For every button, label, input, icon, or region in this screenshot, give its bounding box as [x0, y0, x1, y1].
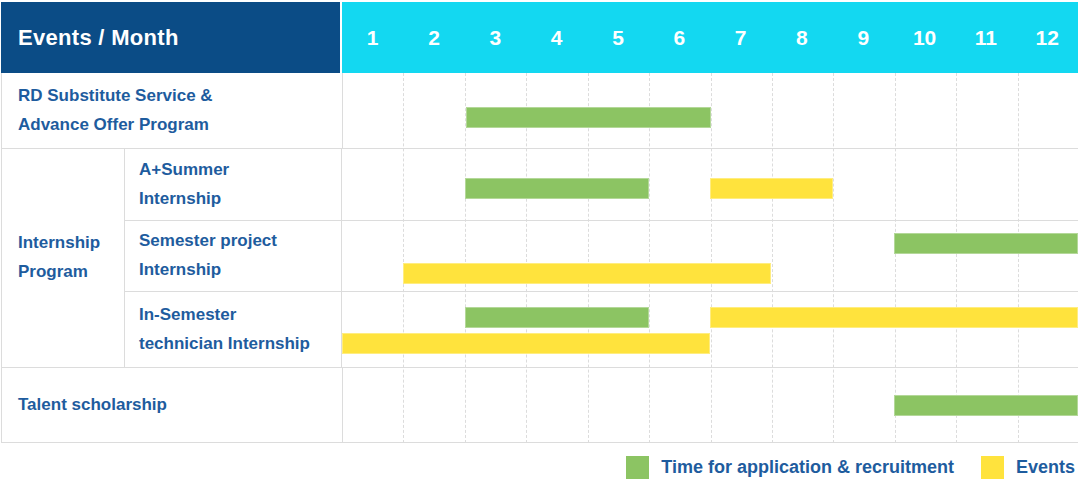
legend-item-recruitment: Time for application & recruitment — [626, 456, 954, 479]
gantt-table: Events / Month 123456789101112 RD Substi… — [1, 2, 1078, 443]
group-label: Internship Program — [2, 149, 125, 368]
row-label: Semester project Internship — [125, 221, 342, 291]
month-label: 1 — [342, 2, 403, 73]
gantt-bar — [894, 395, 1078, 416]
row-label: Talent scholarship — [2, 368, 343, 442]
table-row: In-Semester technician Internship — [125, 292, 1078, 368]
table-row: RD Substitute Service & Advance Offer Pr… — [2, 73, 1078, 149]
yellow-swatch-icon — [981, 456, 1004, 479]
legend-label: Events — [1016, 457, 1075, 478]
legend: Time for application & recruitment Event… — [626, 454, 1075, 480]
gantt-bar — [710, 307, 1078, 328]
gantt-bar — [342, 333, 710, 354]
row-label: A+Summer Internship — [125, 149, 342, 220]
month-label: 7 — [710, 2, 771, 73]
month-label: 12 — [1017, 2, 1078, 73]
month-label: 2 — [403, 2, 464, 73]
row-chart-area — [342, 149, 1078, 220]
row-label: In-Semester technician Internship — [125, 292, 342, 367]
legend-label: Time for application & recruitment — [661, 457, 954, 478]
legend-item-events: Events — [981, 456, 1075, 479]
table-row: Semester project Internship — [125, 221, 1078, 292]
gantt-bar — [710, 178, 833, 199]
row-chart-area — [343, 73, 1078, 148]
month-label: 4 — [526, 2, 587, 73]
row-chart-area — [342, 292, 1078, 367]
table-header-row: Events / Month 123456789101112 — [1, 2, 1078, 73]
gantt-bar — [466, 107, 711, 128]
month-label: 5 — [587, 2, 648, 73]
month-label: 9 — [833, 2, 894, 73]
table-body: RD Substitute Service & Advance Offer Pr… — [1, 73, 1078, 443]
gantt-schedule-page: { "colors": { "navy": "#0b4c86", "cyan":… — [0, 0, 1080, 494]
green-swatch-icon — [626, 456, 649, 479]
gantt-bar — [465, 178, 649, 199]
month-label: 6 — [649, 2, 710, 73]
month-label: 11 — [955, 2, 1016, 73]
month-label: 3 — [465, 2, 526, 73]
table-row: A+Summer Internship — [125, 149, 1078, 221]
group-sub-rows: A+Summer Internship Semester project Int… — [125, 149, 1078, 368]
row-chart-area — [343, 368, 1078, 442]
events-month-header-cell: Events / Month — [1, 2, 342, 73]
row-chart-area — [342, 221, 1078, 291]
gantt-bar — [403, 263, 771, 284]
row-label: RD Substitute Service & Advance Offer Pr… — [2, 73, 343, 148]
internship-program-group: Internship Program A+Summer Internship S… — [2, 149, 1078, 368]
month-label: 10 — [894, 2, 955, 73]
table-row: Talent scholarship — [2, 368, 1078, 443]
gantt-bar — [894, 233, 1078, 254]
month-header-strip: 123456789101112 — [342, 2, 1078, 73]
gantt-bar — [465, 307, 649, 328]
month-label: 8 — [771, 2, 832, 73]
